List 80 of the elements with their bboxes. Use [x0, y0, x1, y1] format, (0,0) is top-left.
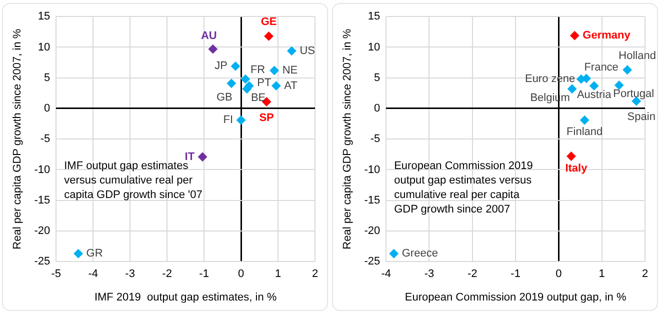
point — [236, 116, 246, 125]
point — [287, 46, 296, 56]
x-axis-title: IMF 2019 output gap estimates, in % — [94, 291, 277, 304]
y-tick-label: 5 — [44, 72, 50, 84]
series-label: IT — [184, 150, 195, 163]
x-tick-label: -4 — [381, 268, 391, 280]
y-axis-title: Real per capita GDP growth since 2007, in % — [12, 28, 24, 250]
series-label: AT — [284, 80, 298, 92]
series-label: JP — [214, 60, 228, 72]
y-tick-label: -5 — [40, 133, 50, 146]
x-axis-title: European Commission 2019 output gap, in % — [404, 291, 626, 304]
point — [230, 62, 240, 71]
series-label: BE — [250, 92, 266, 104]
series-label: Spain — [627, 111, 656, 124]
y-axis-title: Real per capita GDP growth since 2007, in % — [342, 28, 354, 250]
y-tick-label: 10 — [368, 41, 380, 54]
y-tick-label: -25 — [364, 256, 380, 268]
x-tick-label: 0 — [556, 268, 562, 280]
x-tick-label: 1 — [598, 268, 605, 280]
series-label: FI — [223, 114, 234, 126]
y-tick-label: 15 — [368, 10, 380, 23]
series-label: US — [300, 44, 315, 57]
point — [580, 116, 590, 125]
x-tick-label: -4 — [88, 268, 98, 280]
series-label: Portugal — [613, 88, 654, 100]
annotation: IMF output gap estimates versus cumulative real per capita GDP growth since '07 — [64, 160, 202, 202]
x-tick-label: 1 — [274, 268, 282, 280]
y-tick-label: 0 — [44, 102, 50, 115]
y-tick-label: -25 — [34, 256, 50, 268]
point — [240, 74, 250, 84]
point — [264, 32, 274, 41]
series-label: PT — [257, 76, 272, 89]
x-tick-label: 2 — [312, 268, 318, 280]
y-tick-label: 0 — [374, 102, 380, 115]
point — [74, 249, 83, 258]
y-tick-label: 15 — [38, 10, 50, 23]
x-tick-label: -2 — [162, 268, 172, 280]
series-label: Italy — [565, 162, 588, 174]
series-label: Finland — [566, 126, 603, 138]
point — [566, 152, 576, 161]
series-label: Holland — [618, 50, 656, 62]
series-label: GE — [260, 16, 277, 28]
series-label: Austria — [576, 88, 612, 101]
y-tick-label: -5 — [370, 133, 380, 146]
y-tick-label: -20 — [34, 225, 50, 238]
series-label: Germany — [582, 30, 632, 42]
y-tick-label: -15 — [34, 194, 50, 206]
series-label: Euro zene — [524, 73, 576, 86]
y-tick-label: -10 — [364, 164, 380, 176]
y-tick-label: -15 — [364, 194, 380, 206]
point — [270, 66, 279, 75]
point — [272, 81, 281, 90]
x-tick-label: -3 — [125, 268, 135, 280]
y-tick-label: 10 — [38, 41, 50, 54]
x-tick-label: 0 — [238, 268, 244, 280]
point — [570, 31, 580, 40]
series-label: NE — [282, 64, 298, 77]
series-label: SP — [259, 112, 274, 124]
point — [208, 44, 218, 54]
series-label: France — [584, 61, 618, 74]
series-label: AU — [200, 30, 217, 42]
annotation: European Commission 2019 output gap estimates versus cumulative real per capita GDP growth since 2007 — [394, 160, 533, 216]
point — [622, 65, 632, 74]
y-tick-label: -10 — [34, 164, 50, 176]
point — [198, 152, 208, 162]
point — [568, 84, 577, 94]
point — [226, 78, 236, 88]
series-label: Greece — [402, 248, 438, 260]
series-label: FR — [250, 64, 266, 76]
x-tick-label: -1 — [510, 268, 520, 280]
x-tick-label: -3 — [424, 268, 434, 280]
point — [590, 81, 599, 90]
x-tick-label: -1 — [199, 268, 209, 280]
x-tick-label: -2 — [468, 268, 478, 280]
x-tick-label: 2 — [642, 268, 648, 280]
y-tick-label: 5 — [374, 72, 380, 84]
point — [389, 249, 398, 258]
y-tick-label: -20 — [364, 225, 380, 238]
series-label: GR — [86, 248, 103, 260]
series-label: GB — [216, 91, 232, 104]
